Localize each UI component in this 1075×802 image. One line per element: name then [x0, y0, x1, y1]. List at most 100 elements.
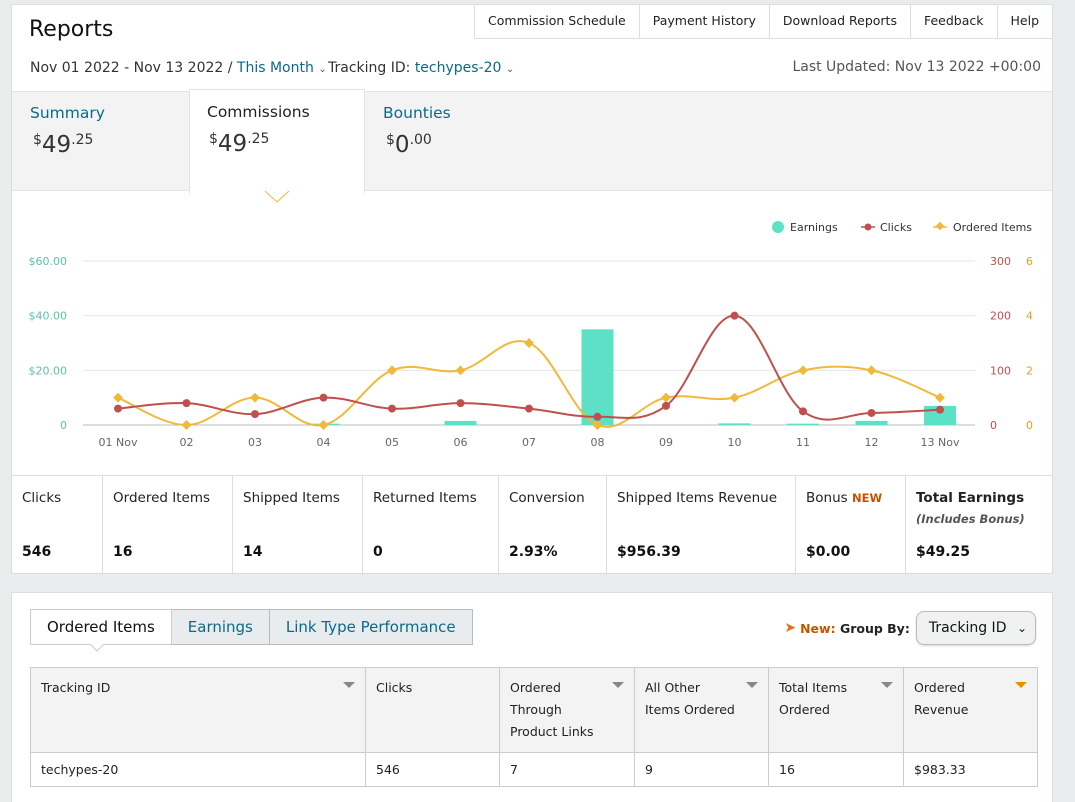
x-tick: 10 — [728, 436, 742, 449]
stat-shipped-items: Shipped Items 14 — [233, 476, 363, 575]
y-right2-tick: 0 — [1026, 419, 1033, 432]
x-tick: 04 — [317, 436, 331, 449]
legend-earnings-swatch — [772, 221, 784, 233]
x-tick: 13 Nov — [921, 436, 960, 449]
group-by-label: Group By: — [839, 620, 910, 636]
col-ordered-revenue[interactable]: Ordered Revenue — [903, 667, 1038, 753]
col-tracking-id[interactable]: Tracking ID — [30, 667, 366, 753]
clicks-point — [114, 404, 122, 413]
y-left-tick: $60.00 — [29, 255, 68, 268]
active-tab-pointer — [90, 644, 104, 652]
x-tick: 06 — [454, 436, 468, 449]
ordered-items-point — [798, 365, 808, 376]
tab-summary[interactable]: Summary $49.25 — [30, 92, 170, 192]
tab-earnings[interactable]: Earnings — [171, 609, 270, 645]
y-left-tick: $20.00 — [29, 364, 68, 377]
y-right1-tick: 100 — [990, 364, 1011, 377]
payment-history-link[interactable]: Payment History — [638, 5, 769, 39]
tab-bounties[interactable]: Bounties $0.00 — [383, 92, 523, 192]
tab-link-type-performance[interactable]: Link Type Performance — [269, 609, 473, 645]
row-tracking-id[interactable]: techypes-20 — [30, 752, 366, 787]
commissions-amount: $49.25 — [209, 131, 270, 157]
clicks-point — [662, 401, 670, 410]
ordered-items-point — [318, 420, 329, 430]
tab-commissions-label: Commissions — [207, 103, 310, 121]
clicks-point — [319, 393, 328, 402]
feedback-link[interactable]: Feedback — [909, 5, 997, 39]
ordered-items-point — [729, 392, 740, 403]
row-clicks: 546 — [365, 752, 500, 787]
x-tick: 01 Nov — [99, 436, 138, 449]
stat-bonus: Bonus NEW $0.00 — [796, 476, 906, 575]
ordered-items-point — [661, 392, 671, 403]
clicks-point — [936, 405, 944, 414]
tracking-id-value[interactable]: techypes-20 — [414, 60, 502, 76]
stat-ordered-items: Ordered Items 16 — [103, 476, 233, 575]
period-link[interactable]: This Month — [236, 60, 314, 76]
ordered-items-point — [181, 420, 192, 430]
y-left-tick: 0 — [60, 419, 67, 432]
stat-shipped-revenue: Shipped Items Revenue $956.39 — [607, 476, 796, 575]
stat-conversion: Conversion 2.93% — [499, 476, 607, 575]
earnings-bar — [581, 329, 614, 425]
y-right1-tick: 200 — [990, 310, 1011, 323]
earnings-bar — [718, 423, 751, 425]
help-link[interactable]: Help — [996, 5, 1052, 39]
x-tick: 11 — [796, 436, 810, 449]
row-ordered-revenue: $983.33 — [903, 752, 1038, 787]
active-tab-pointer — [264, 191, 290, 203]
clicks-point — [730, 311, 739, 320]
x-tick: 03 — [248, 436, 262, 449]
tracking-id-label: Tracking ID: — [328, 60, 411, 76]
col-total-items[interactable]: Total Items Ordered — [768, 667, 904, 753]
x-tick: 09 — [659, 436, 673, 449]
new-badge: NEW — [851, 491, 883, 505]
clicks-point — [182, 399, 191, 408]
date-range-selector[interactable]: Nov 01 2022 - Nov 13 2022 / This Month ⌄ — [30, 60, 327, 76]
tab-ordered-items[interactable]: Ordered Items — [30, 609, 172, 645]
row-all-other-items: 9 — [634, 752, 769, 787]
y-right1-tick: 0 — [990, 419, 997, 432]
bounties-amount: $0.00 — [386, 132, 432, 158]
x-tick: 05 — [385, 436, 399, 449]
ordered-items-point — [250, 392, 260, 403]
page-title: Reports — [29, 17, 114, 42]
ordered-items-point — [524, 338, 534, 348]
x-tick: 08 — [591, 436, 605, 449]
chevron-down-icon: ⌄ — [1016, 621, 1027, 635]
y-right2-tick: 4 — [1026, 310, 1033, 323]
download-reports-link[interactable]: Download Reports — [768, 5, 910, 39]
y-left-tick: $40.00 — [29, 310, 68, 323]
rocket-icon: ➤ — [784, 620, 797, 636]
tab-commissions[interactable]: Commissions $49.25 — [189, 89, 365, 193]
row-total-items: 16 — [768, 752, 904, 787]
ordered-items-point — [113, 392, 123, 403]
col-all-other-items[interactable]: All Other Items Ordered — [634, 667, 769, 753]
y-right1-tick: 300 — [990, 255, 1011, 268]
table-row: techypes-20 546 7 9 16 $983.33 — [30, 752, 1038, 787]
clicks-point — [867, 408, 876, 417]
x-tick: 12 — [865, 436, 879, 449]
col-ordered-through-links[interactable]: Ordered Through Product Links — [499, 667, 635, 753]
group-by-value: Tracking ID — [928, 620, 1007, 636]
legend-ordered-label: Ordered Items — [953, 221, 1032, 234]
clicks-point — [388, 404, 396, 413]
group-by-select[interactable]: Tracking ID ⌄ — [915, 611, 1036, 645]
x-tick: 02 — [180, 436, 194, 449]
col-clicks[interactable]: Clicks — [365, 667, 500, 753]
chevron-down-icon: ⌄ — [505, 64, 515, 75]
legend-clicks-swatch — [864, 223, 872, 231]
y-right2-tick: 2 — [1026, 364, 1033, 377]
clicks-point — [525, 404, 533, 413]
stats-table: Clicks 546 Ordered Items 16 Shipped Items 1… — [12, 475, 1052, 575]
y-right2-tick: 6 — [1026, 255, 1033, 268]
top-nav: Commission Schedule Payment History Down… — [474, 5, 1052, 39]
commission-schedule-link[interactable]: Commission Schedule — [474, 5, 639, 39]
legend-earnings-label: Earnings — [790, 221, 838, 234]
tab-summary-label: Summary — [30, 104, 105, 122]
tracking-id-selector[interactable]: Tracking ID: techypes-20 ⌄ — [328, 60, 514, 76]
ordered-items-table: Tracking ID Clicks Ordered Through Product… — [30, 667, 1038, 787]
report-panel: Reports Commission Schedule Payment Hist… — [11, 4, 1053, 575]
earnings-bar — [855, 420, 888, 425]
earnings-bar — [787, 423, 819, 426]
